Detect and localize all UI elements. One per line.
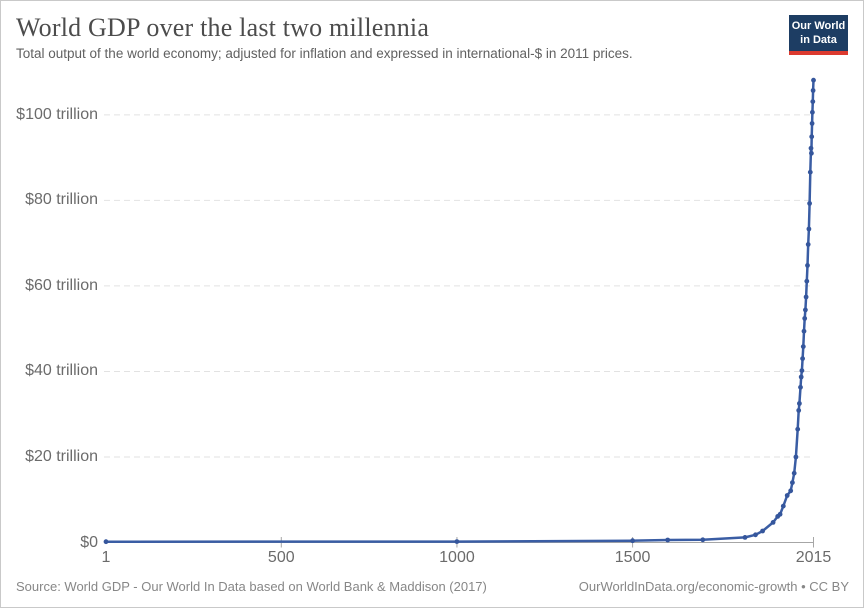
data-point-year-2009[interactable]	[809, 150, 814, 156]
data-point-year-1940[interactable]	[784, 493, 790, 498]
data-point-year-2015[interactable]	[811, 77, 816, 83]
y-axis-label-80: $80 trillion	[25, 191, 98, 209]
owid-logo-line1: Our World	[791, 20, 846, 32]
data-point-year-1980[interactable]	[798, 374, 804, 380]
data-point-year-2014[interactable]	[810, 88, 816, 93]
data-point-year-1984[interactable]	[800, 356, 805, 361]
y-axis-label-20: $20 trillion	[25, 447, 98, 465]
owid-logo-accent-bar	[789, 50, 848, 55]
chart-title: World GDP over the last two millennia	[16, 13, 430, 42]
owid-logo-text: Our World in Data	[789, 15, 848, 51]
x-axis-label-500: 500	[267, 549, 295, 566]
data-point-year-2013[interactable]	[810, 99, 816, 104]
x-axis-label-1: 1	[101, 549, 111, 566]
y-axis-label-0: $0	[80, 533, 98, 551]
chart-subtitle: Total output of the world economy; adjus…	[16, 46, 633, 61]
data-point-year-1000[interactable]	[454, 539, 460, 544]
y-axis-label-60: $60 trillion	[25, 276, 98, 294]
data-point-year-1978[interactable]	[798, 384, 803, 390]
data-point-year-1960[interactable]	[791, 470, 797, 476]
data-point-year-1992[interactable]	[803, 307, 808, 313]
y-axis-label-100: $100 trillion	[16, 105, 98, 123]
data-point-year-2008[interactable]	[808, 145, 814, 151]
data-point-year-1988[interactable]	[801, 328, 807, 334]
owid-logo-line2: in Data	[800, 34, 837, 47]
data-point-year-2010[interactable]	[809, 134, 815, 140]
data-point-year-1955[interactable]	[790, 480, 795, 485]
data-point-year-1950[interactable]	[788, 488, 794, 494]
data-point-year-1986[interactable]	[800, 344, 806, 349]
data-point-year-1982[interactable]	[799, 368, 805, 373]
y-axis-label-40: $40 trillion	[25, 362, 98, 380]
data-point-year-1500[interactable]	[630, 538, 635, 544]
data-point-year-1600[interactable]	[665, 537, 671, 543]
owid-logo[interactable]: Our World in Data	[789, 15, 848, 55]
data-point-year-2012[interactable]	[810, 109, 815, 115]
x-axis-label-1500: 1500	[614, 549, 651, 566]
data-point-year-1975[interactable]	[797, 401, 802, 406]
data-point-year-1994[interactable]	[803, 294, 809, 300]
x-axis-label-1000: 1000	[439, 549, 475, 566]
data-point-year-1920[interactable]	[777, 511, 783, 517]
data-point-year-1973[interactable]	[796, 408, 802, 413]
data-point-year-2000[interactable]	[805, 242, 811, 247]
data-point-year-2004[interactable]	[807, 201, 812, 206]
data-point-year-1900[interactable]	[770, 520, 776, 525]
data-point-year-2011[interactable]	[809, 121, 815, 126]
data-point-year-1820[interactable]	[742, 535, 748, 540]
data-point-year-1870[interactable]	[760, 528, 765, 534]
data-point-year-1998[interactable]	[805, 263, 810, 268]
world-gdp-line-series[interactable]	[104, 78, 815, 543]
data-point-year-1990[interactable]	[802, 316, 808, 321]
source-note: Source: World GDP - Our World In Data ba…	[16, 579, 487, 594]
data-point-year-1996[interactable]	[804, 278, 810, 284]
data-point-year-2002[interactable]	[806, 226, 812, 232]
data-point-year-1[interactable]	[103, 539, 109, 545]
data-point-year-1965[interactable]	[793, 454, 799, 460]
owid-url-license-link[interactable]: OurWorldInData.org/economic-growth • CC …	[578, 579, 849, 594]
data-point-year-1970[interactable]	[795, 426, 801, 432]
data-point-year-2006[interactable]	[807, 169, 813, 175]
data-point-year-1700[interactable]	[700, 537, 706, 543]
data-point-year-1850[interactable]	[753, 532, 758, 538]
x-axis-label-2015: 2015	[795, 549, 832, 566]
data-point-year-1929[interactable]	[780, 503, 786, 509]
